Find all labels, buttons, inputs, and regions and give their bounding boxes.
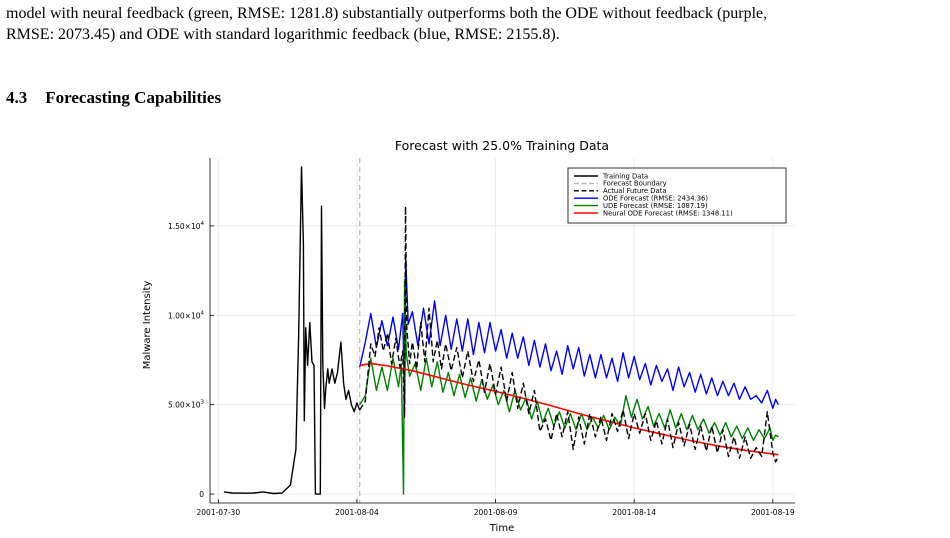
section-heading: 4.3 Forecasting Capabilities [6,88,221,108]
legend-label: Forecast Boundary [603,180,667,188]
y-tick-label: 0 [199,490,204,499]
x-tick-label: 2001-08-14 [612,508,656,517]
y-tick-label: 1.00×104 [168,310,205,320]
section-number: 4.3 [6,88,28,107]
legend-label: Training Data [602,172,648,180]
y-tick-label: 5.00×103 [168,400,205,410]
x-tick-label: 2001-08-04 [335,508,379,517]
x-tick-label: 2001-08-19 [751,508,795,517]
axes-layer: 2001-07-30 2001-08-04 2001-08-09 2001-08-14… [168,158,795,517]
legend-label: UDE Forecast (RMSE: 1087.19) [603,202,708,210]
x-axis-label: Time [489,523,514,534]
paragraph-line: model with neural feedback (green, RMSE:… [6,5,768,22]
y-axis-label: Malware Intensity [142,281,153,370]
x-tick-label: 2001-08-09 [474,508,518,517]
legend-box [567,167,787,224]
y-tick-label: 1.50×104 [168,221,205,231]
body-paragraph: model with neural feedback (green, RMSE:… [6,3,946,45]
series-line-2 [359,205,780,463]
legend-label: Neural ODE Forecast (RMSE: 1348.11) [603,209,733,217]
series-line-0 [223,166,361,495]
series-layer [223,158,780,503]
paragraph-line: RMSE: 2073.45) and ODE with standard log… [6,26,560,43]
chart-title: Forecast with 25.0% Training Data [395,138,609,153]
section-title: Forecasting Capabilities [45,88,222,107]
legend-label: Actual Future Data [603,187,667,195]
x-tick-label: 2001-07-30 [197,508,241,517]
legend-label: ODE Forecast (RMSE: 2434.36) [603,195,708,203]
